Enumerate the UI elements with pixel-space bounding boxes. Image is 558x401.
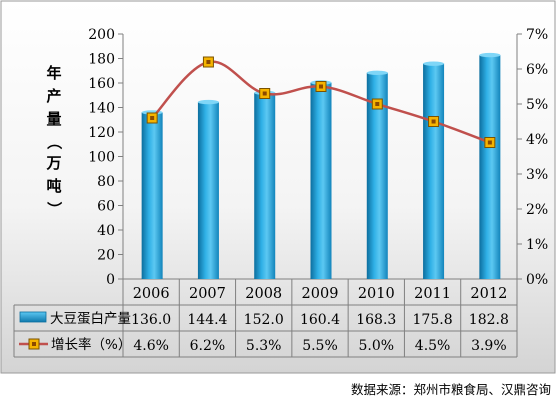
right-tick-label: 1% (526, 237, 548, 253)
left-tick-label: 0 (106, 272, 115, 288)
right-ticks: 0% 1% 2% 3% 4% 5% 6% 7% (517, 27, 548, 288)
bar-cap (197, 99, 219, 105)
growth-value-cell: 3.9% (471, 338, 507, 354)
x-tick-label: 2009 (302, 286, 339, 302)
left-ticks: 0 20 40 60 80 100 120 140 160 180 200 (88, 27, 123, 288)
legend-bar-label: 大豆蛋白产量 (50, 311, 131, 327)
growth-value-cell: 6.2% (190, 338, 226, 354)
left-tick-label: 100 (88, 150, 115, 166)
y-axis-title-char: 产 (46, 87, 61, 105)
left-tick-label: 140 (88, 101, 115, 117)
y-axis-title-char: 吨 (46, 177, 61, 195)
bar-cap (479, 52, 501, 58)
x-tick-label: 2008 (245, 286, 282, 302)
bar (310, 82, 332, 279)
bar-cap (423, 61, 445, 66)
growth-value-cell: 4.6% (133, 338, 169, 354)
bar (366, 72, 388, 280)
growth-marker-core (487, 140, 492, 145)
x-tick-label: 2012 (470, 286, 507, 302)
growth-marker-core (431, 119, 436, 124)
growth-value-cell: 4.5% (415, 338, 451, 354)
chart-background (0, 0, 556, 374)
left-tick-label: 40 (97, 223, 115, 239)
growth-line (146, 56, 496, 148)
growth-marker-core (206, 60, 211, 64)
left-tick-label: 20 (97, 248, 115, 264)
y-axis-title-char: 年 (46, 64, 61, 82)
y-axis-title-char: 万 (45, 154, 61, 172)
y-axis-title-char: ） (45, 201, 63, 216)
bar-value-cell: 168.3 (356, 312, 396, 328)
y-axis-title-char: 量 (46, 110, 61, 128)
bar-value-cell: 136.0 (131, 312, 171, 328)
bar (254, 92, 276, 279)
bars (141, 52, 501, 280)
bar-value-cell: 152.0 (244, 312, 284, 328)
right-tick-label: 4% (526, 132, 548, 148)
bar-value-cell: 182.8 (469, 312, 509, 328)
y-axis-title: 年产量 （ 万吨 ） (45, 64, 63, 217)
right-tick-label: 6% (526, 62, 548, 78)
right-tick-label: 0% (526, 272, 548, 288)
x-tick-label: 2011 (414, 286, 451, 302)
bar (423, 63, 445, 279)
left-tick-label: 120 (88, 125, 115, 141)
y-axis-title-char: （ (45, 134, 63, 149)
source-note: 数据来源：郑州市粮食局、汉鼎咨询 (351, 382, 551, 397)
bar-value-cell: 175.8 (413, 312, 453, 328)
right-tick-label: 3% (526, 167, 548, 183)
left-tick-label: 60 (97, 199, 115, 215)
legend-bar-key (19, 311, 47, 323)
legend-line-marker-core (32, 342, 36, 346)
data-table: 2006 2007 2008 2009 2010 2011 2012 大豆蛋白产量 136.0 1… (13, 279, 518, 358)
left-tick-label: 200 (88, 27, 115, 43)
growth-value-cell: 5.0% (358, 338, 394, 354)
bar-cap (366, 70, 388, 76)
x-tick-label: 2006 (133, 286, 170, 302)
growth-marker-core (319, 84, 323, 89)
x-tick-label: 2010 (358, 286, 395, 302)
growth-value-cell: 5.3% (246, 338, 282, 354)
left-tick-label: 180 (88, 52, 115, 68)
growth-marker-core (375, 102, 380, 106)
x-tick-label: 2007 (189, 286, 226, 302)
bar (141, 112, 163, 280)
right-tick-label: 7% (526, 27, 548, 43)
right-tick-label: 2% (526, 202, 548, 218)
bar-value-cell: 144.4 (187, 312, 227, 328)
bar (197, 102, 219, 279)
growth-marker-core (150, 116, 155, 120)
growth-marker-core (262, 91, 267, 96)
left-tick-label: 80 (97, 174, 115, 190)
left-tick-label: 160 (88, 76, 115, 92)
legend-line-label: 增长率（%） (51, 336, 131, 353)
bar (479, 55, 501, 279)
bar-value-cell: 160.4 (300, 312, 340, 328)
growth-value-cell: 5.5% (302, 338, 338, 354)
right-tick-label: 5% (526, 97, 548, 113)
